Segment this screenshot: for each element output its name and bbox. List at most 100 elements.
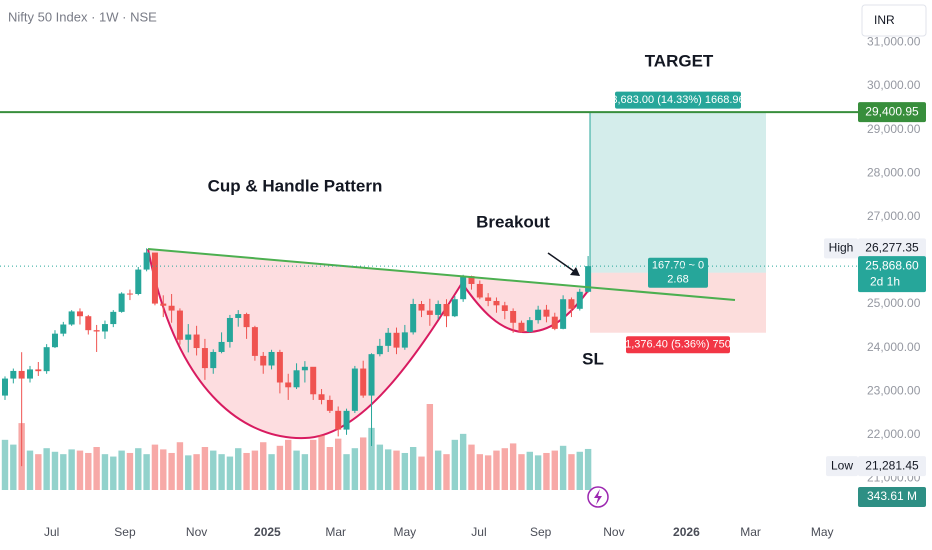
candle-body	[301, 366, 308, 371]
volume-bar	[160, 449, 167, 490]
y-tick-label: 25,000.00	[867, 296, 921, 310]
volume-bar	[584, 448, 592, 490]
candle-layer	[1, 248, 592, 467]
candle-body	[276, 351, 283, 383]
high-name: High	[829, 240, 854, 254]
candle-body	[268, 351, 275, 366]
volume-bar	[509, 443, 517, 490]
volume-bar	[118, 450, 125, 490]
x-tick-label: Nov	[603, 525, 624, 539]
candle-body	[118, 293, 125, 312]
annotation: Breakout	[476, 212, 550, 231]
volume-bar	[343, 454, 350, 490]
volume-bar	[426, 404, 434, 490]
low-label: 21,281.45	[865, 458, 919, 472]
candle-body	[243, 314, 250, 328]
candle-body	[151, 252, 158, 304]
center-label-box	[648, 257, 708, 288]
candle-body	[1, 378, 8, 396]
volume-bar	[26, 450, 34, 490]
candle-body	[285, 382, 292, 388]
high-label-box	[858, 238, 926, 259]
candle-body	[485, 297, 492, 301]
arrow-head	[570, 267, 580, 276]
candle-body	[351, 368, 358, 411]
candle-body	[226, 317, 233, 342]
volume-bar	[484, 455, 492, 490]
x-tick-label: May	[394, 525, 417, 539]
volume-bar	[85, 452, 92, 490]
volume-bar	[443, 454, 450, 490]
symbol-title: Nifty 50 Index · 1W · NSE	[8, 9, 157, 24]
volume-bar	[376, 444, 384, 490]
volume-bar	[543, 452, 550, 490]
candle-body	[543, 309, 550, 317]
candle-body	[10, 370, 17, 379]
arrow	[547, 252, 579, 275]
volume-bar	[551, 450, 558, 490]
candle-body	[518, 322, 525, 332]
candle-body	[93, 330, 100, 332]
candle-body	[176, 310, 183, 340]
volume-bar	[193, 454, 200, 490]
volume-bar	[143, 454, 150, 490]
currency: INR	[874, 13, 895, 27]
high-name-box	[824, 238, 858, 259]
volume-bar	[576, 451, 583, 490]
annotation: SL	[582, 349, 604, 368]
candle-body	[335, 410, 342, 430]
volume-bar	[335, 438, 342, 490]
y-tick-label: 24,000.00	[867, 340, 921, 354]
volume-bar	[401, 452, 409, 490]
countdown: 2d 1h	[870, 274, 900, 288]
volume-bar	[1, 439, 9, 490]
volume-bar	[276, 445, 284, 490]
center-label: 2.68	[667, 274, 688, 286]
annotation: TARGET	[645, 51, 714, 70]
volume-bar	[235, 448, 242, 490]
candle-body	[210, 351, 217, 369]
candle-body	[468, 276, 475, 284]
candle-body	[60, 324, 67, 334]
volume-bar	[526, 451, 533, 490]
volume-bar	[110, 456, 117, 490]
volume-bar	[285, 439, 292, 490]
candle-body	[126, 293, 133, 295]
volume-bar	[501, 448, 509, 490]
candle-body	[385, 332, 392, 346]
candle-body	[343, 410, 350, 430]
volume-bar	[359, 437, 367, 490]
volume-bar	[476, 454, 484, 490]
volume-bar	[318, 435, 325, 490]
candle-body	[410, 304, 417, 333]
volume-bar	[201, 447, 209, 490]
y-tick-label: 28,000.00	[867, 165, 921, 179]
currency-button[interactable]	[861, 4, 927, 37]
candle-body	[310, 366, 317, 395]
candle-body	[493, 300, 500, 306]
cup-curve	[147, 248, 591, 440]
volume-bar	[493, 450, 500, 490]
volume-bar	[368, 427, 375, 490]
x-tick-label: Mar	[740, 525, 761, 539]
candle-body	[293, 370, 300, 388]
volume-bar	[168, 452, 175, 490]
volume-bar	[293, 450, 300, 490]
stop-label: 1,376.40 (5.36%) 750	[625, 339, 731, 351]
volume-bar	[43, 448, 50, 490]
volume-bar	[351, 448, 359, 490]
volume-label: 343.61 M	[867, 489, 917, 503]
y-tick-label: 29,000.00	[867, 122, 921, 136]
candle-body	[426, 310, 433, 315]
candle-body	[585, 266, 592, 292]
volume-bar	[260, 442, 267, 490]
candle-body	[401, 332, 408, 348]
volume-bar	[185, 455, 192, 490]
candle-body	[160, 303, 167, 306]
volume-bar	[60, 454, 67, 490]
volume-bar	[76, 450, 84, 490]
candle-body	[168, 305, 175, 311]
low-label-box	[858, 456, 926, 477]
candle-body	[443, 304, 450, 317]
x-tick-label: Sep	[114, 525, 136, 539]
